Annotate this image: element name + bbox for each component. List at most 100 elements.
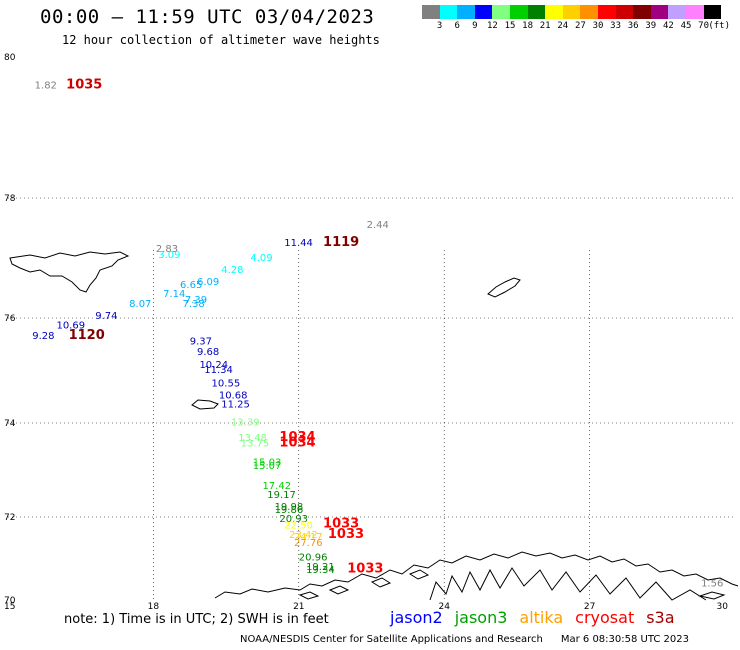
norway-fjords — [429, 567, 707, 601]
legend-swatch — [685, 5, 704, 19]
wave-height-label: 4.28 — [221, 265, 243, 276]
legend-label: 18 — [522, 21, 534, 31]
lat-tick-label: 76 — [4, 314, 16, 324]
wave-height-label: 27.76 — [294, 538, 323, 549]
wave-height-label: 1.82 — [35, 81, 57, 92]
wave-height-label: 13.39 — [231, 417, 260, 428]
wave-height-label: 6.09 — [197, 277, 219, 288]
legend-label: 33 — [610, 21, 622, 31]
legend-swatch — [615, 5, 634, 19]
color-legend: 3 6 9 12 15 18 21 24 27 30 33 36 39 42 45 70 (ft) — [422, 5, 730, 31]
wave-height-label: 19.17 — [267, 490, 296, 501]
legend-label: 70 — [698, 21, 710, 31]
page-title: 00:00 – 11:59 UTC 03/04/2023 — [40, 6, 375, 28]
legend-label: 15 — [504, 21, 516, 31]
wave-height-label: 10.68 — [219, 390, 248, 401]
wave-height-label: 10.24 — [199, 360, 228, 371]
legend-unit: (ft) — [708, 21, 731, 31]
lon-tick-label: 27 — [584, 602, 595, 612]
legend-label: 27 — [574, 21, 586, 31]
pressure-label: 1033 — [323, 516, 359, 531]
wave-height-label: 8.07 — [129, 299, 151, 310]
island-4 — [408, 569, 430, 580]
bear-island-coast — [191, 399, 219, 410]
wave-height-label: 15.03 — [253, 457, 282, 468]
pressure-label: 1034 — [279, 436, 315, 451]
island-3 — [370, 577, 392, 588]
wave-height-label: 7.39 — [185, 295, 207, 306]
pressure-label: 1033 — [328, 527, 364, 542]
satellite-name: jason3 — [454, 608, 508, 627]
wave-height-label: 2.83 — [156, 244, 178, 255]
legend-swatch — [633, 5, 651, 19]
wave-height-label: 9.28 — [32, 331, 54, 342]
legend-swatches — [422, 5, 722, 19]
island-1 — [298, 591, 320, 600]
wave-height-label: 19.21 — [306, 562, 335, 573]
legend-label: 30 — [592, 21, 604, 31]
legend-label: 3 — [436, 21, 443, 31]
footer-note: note: 1) Time is in UTC; 2) SWH is in fe… — [64, 612, 329, 627]
grid-lines — [8, 197, 735, 600]
satellite-name: jason2 — [390, 608, 443, 627]
lat-tick-label: 78 — [4, 194, 16, 204]
wave-height-label: 9.37 — [190, 336, 212, 347]
lat-tick-label: 70 — [4, 596, 16, 606]
wave-height-label: 17.42 — [262, 481, 291, 492]
wave-height-label: 20.93 — [279, 514, 308, 525]
legend-label: 45 — [680, 21, 692, 31]
wave-height-label: 7.14 — [163, 289, 185, 300]
wave-height-label: 22.50 — [284, 521, 313, 532]
legend-label: 12 — [486, 21, 498, 31]
island-5 — [698, 591, 726, 600]
legend-swatch — [474, 5, 493, 19]
wave-observations: 1.82 1035 2.44 2.833.09 4.09 4.286.096.657.14… — [32, 78, 723, 590]
wave-height-label: 11.44 — [284, 238, 313, 249]
satellite-name: cryosat — [575, 608, 635, 627]
legend-label: 36 — [627, 21, 639, 31]
wave-height-label: 11.34 — [204, 365, 233, 376]
credit-text: NOAA/NESDIS Center for Satellite Applica… — [240, 634, 543, 645]
legend-swatch — [457, 5, 475, 19]
svalbard-coast — [9, 251, 130, 293]
lon-tick-label: 15 — [4, 602, 15, 612]
credit-line: NOAA/NESDIS Center for Satellite Applica… — [240, 634, 689, 645]
wave-height-label: 24.17 — [294, 532, 323, 543]
coastlines — [9, 251, 739, 601]
lon-tick-label: 21 — [293, 602, 304, 612]
legend-label: 42 — [662, 21, 674, 31]
wave-height-label: 23.42 — [289, 530, 318, 541]
kong-karls-land-coast — [487, 277, 521, 298]
legend-label: 21 — [539, 21, 551, 31]
wave-height-label: 19.86 — [275, 505, 304, 516]
wave-height-label: 7.38 — [182, 299, 204, 310]
pressure-label: 1034 — [279, 430, 315, 445]
satellite-name: altika — [519, 608, 564, 627]
lat-tick-label: 74 — [4, 419, 16, 429]
lon-tick-label: 24 — [438, 602, 450, 612]
wave-height-label: 11.25 — [221, 399, 250, 410]
credit-timestamp: Mar 6 08:30:58 UTC 2023 — [560, 634, 689, 645]
wave-height-label: 3.09 — [158, 250, 180, 261]
lat-tick-label: 72 — [4, 513, 15, 523]
wave-height-label: 9.74 — [95, 311, 117, 322]
wave-height-label: 19.98 — [275, 502, 304, 513]
legend-swatch — [439, 5, 458, 19]
legend-labels: 3 6 9 12 15 18 21 24 27 30 33 36 39 42 45 70 (ft) — [422, 19, 730, 31]
wave-height-label: 6.65 — [180, 280, 202, 291]
legend-label: 24 — [557, 21, 569, 31]
wave-height-label: 13.75 — [241, 439, 270, 450]
legend-swatch — [562, 5, 581, 19]
pressure-label: 1119 — [323, 235, 359, 250]
wave-height-label: 10.69 — [56, 321, 85, 332]
legend-swatch — [668, 5, 686, 19]
legend-swatch — [492, 5, 510, 19]
wave-height-label: 15.07 — [253, 461, 282, 472]
lon-tick-label: 18 — [148, 602, 160, 612]
page-subtitle: 12 hour collection of altimeter wave hei… — [62, 33, 380, 47]
legend-swatch — [527, 5, 546, 19]
wave-height-label: 19.34 — [306, 565, 335, 576]
satellite-name: s3a — [646, 608, 675, 627]
